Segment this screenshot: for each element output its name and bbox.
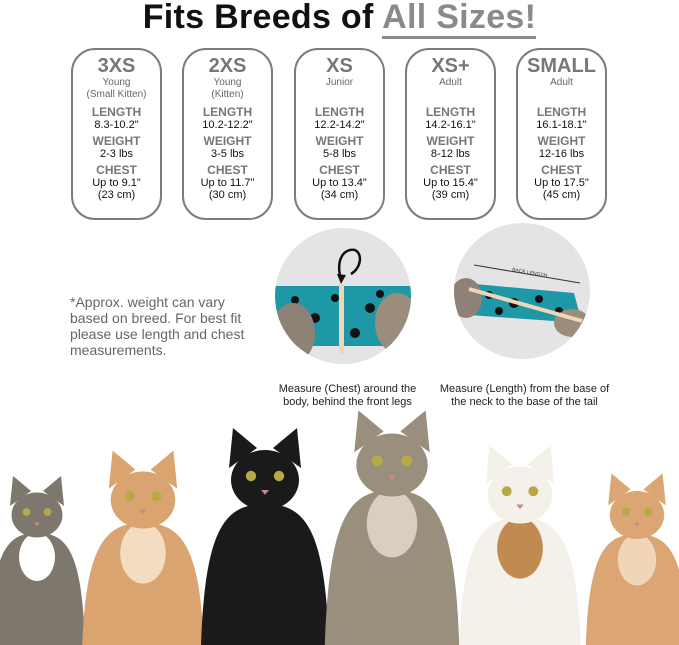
age-label: Adult (439, 77, 462, 88)
back-length-label: BACK LENGTH (512, 267, 548, 279)
page-title: Fits Breeds of All Sizes! (0, 0, 679, 39)
weight-value: 5-8 lbs (322, 148, 357, 160)
chest-measure-photo (275, 228, 411, 364)
chest-value: Up to 9.1" (92, 177, 141, 189)
size-card-2xs: 2XS Young (Kitten) LENGTH 10.2-12.2" WEIG… (182, 48, 273, 220)
title-prefix: Fits Breeds of (142, 0, 383, 36)
size-card-xs: XS Junior LENGTH 12.2-14.2" WEIGHT 5-8 l… (294, 48, 385, 220)
chest-cm-value: (23 cm) (97, 189, 136, 201)
age-label: Young (213, 77, 242, 88)
age-detail: (Small Kitten) (86, 89, 147, 100)
chest-value: Up to 17.5" (534, 177, 589, 189)
length-measure-illustration: BACK LENGTH (454, 264, 590, 337)
weight-value: 12-16 lbs (538, 148, 585, 160)
length-measure-photo: BACK LENGTH (454, 223, 590, 359)
length-label: LENGTH (314, 105, 365, 119)
cat-4 (324, 410, 460, 645)
chest-cm-value: (34 cm) (320, 189, 359, 201)
cat-5 (459, 445, 581, 645)
length-caption: Measure (Length) from the base of the ne… (439, 383, 610, 408)
age-label: Junior (325, 77, 354, 88)
size-card-3xs: 3XS Young (Small Kitten) LENGTH 8.3-10.2"… (71, 48, 162, 220)
size-name: SMALL (527, 55, 596, 77)
size-age: Young (Small Kitten) (73, 77, 160, 102)
length-label: LENGTH (91, 105, 142, 119)
chest-label: CHEST (319, 163, 360, 177)
weight-label: WEIGHT (315, 134, 364, 148)
cat-2 (82, 450, 204, 645)
cat-1 (0, 476, 85, 645)
length-label: LENGTH (425, 105, 476, 119)
age-label: Young (102, 77, 131, 88)
length-value: 10.2-12.2" (202, 119, 253, 131)
length-value: 16.1-18.1" (536, 119, 587, 131)
length-value: 14.2-16.1" (425, 119, 476, 131)
chest-cm-value: (39 cm) (431, 189, 470, 201)
weight-label: WEIGHT (203, 134, 252, 148)
size-age: Adult (518, 77, 605, 102)
size-name: XS+ (431, 55, 470, 77)
size-age: Young (Kitten) (184, 77, 271, 102)
weight-value: 3-5 lbs (210, 148, 245, 160)
chest-label: CHEST (96, 163, 137, 177)
size-card-small: SMALL Adult LENGTH 16.1-18.1" WEIGHT 12-… (516, 48, 607, 220)
size-age: Junior (296, 77, 383, 102)
length-label: LENGTH (536, 105, 587, 119)
chest-label: CHEST (207, 163, 248, 177)
chest-cm-value: (30 cm) (208, 189, 247, 201)
chest-cm-value: (45 cm) (542, 189, 581, 201)
chest-caption: Measure (Chest) around the body, behind … (278, 383, 417, 408)
chest-label: CHEST (430, 163, 471, 177)
weight-label: WEIGHT (537, 134, 586, 148)
chest-value: Up to 11.7" (200, 177, 255, 189)
chest-label: CHEST (541, 163, 582, 177)
weight-note: *Approx. weight can vary based on breed.… (70, 294, 245, 358)
size-name: XS (326, 55, 353, 77)
chest-measure-illustration (275, 248, 411, 363)
size-card-xs-plus: XS+ Adult LENGTH 14.2-16.1" WEIGHT 8-12 … (405, 48, 496, 220)
length-value: 8.3-10.2" (94, 119, 139, 131)
size-name: 2XS (208, 55, 247, 77)
weight-label: WEIGHT (92, 134, 141, 148)
cat-6 (585, 473, 679, 645)
chest-value: Up to 15.4" (423, 177, 478, 189)
length-value: 12.2-14.2" (314, 119, 365, 131)
title-highlight: All Sizes! (382, 0, 537, 39)
chest-value: Up to 13.4" (312, 177, 367, 189)
size-name: 3XS (97, 55, 136, 77)
length-label: LENGTH (202, 105, 253, 119)
size-age: Adult (407, 77, 494, 102)
weight-label: WEIGHT (426, 134, 475, 148)
weight-value: 8-12 lbs (430, 148, 471, 160)
age-detail: (Kitten) (211, 89, 244, 100)
age-label: Adult (550, 77, 573, 88)
cat-3 (201, 428, 329, 645)
weight-value: 2-3 lbs (99, 148, 134, 160)
